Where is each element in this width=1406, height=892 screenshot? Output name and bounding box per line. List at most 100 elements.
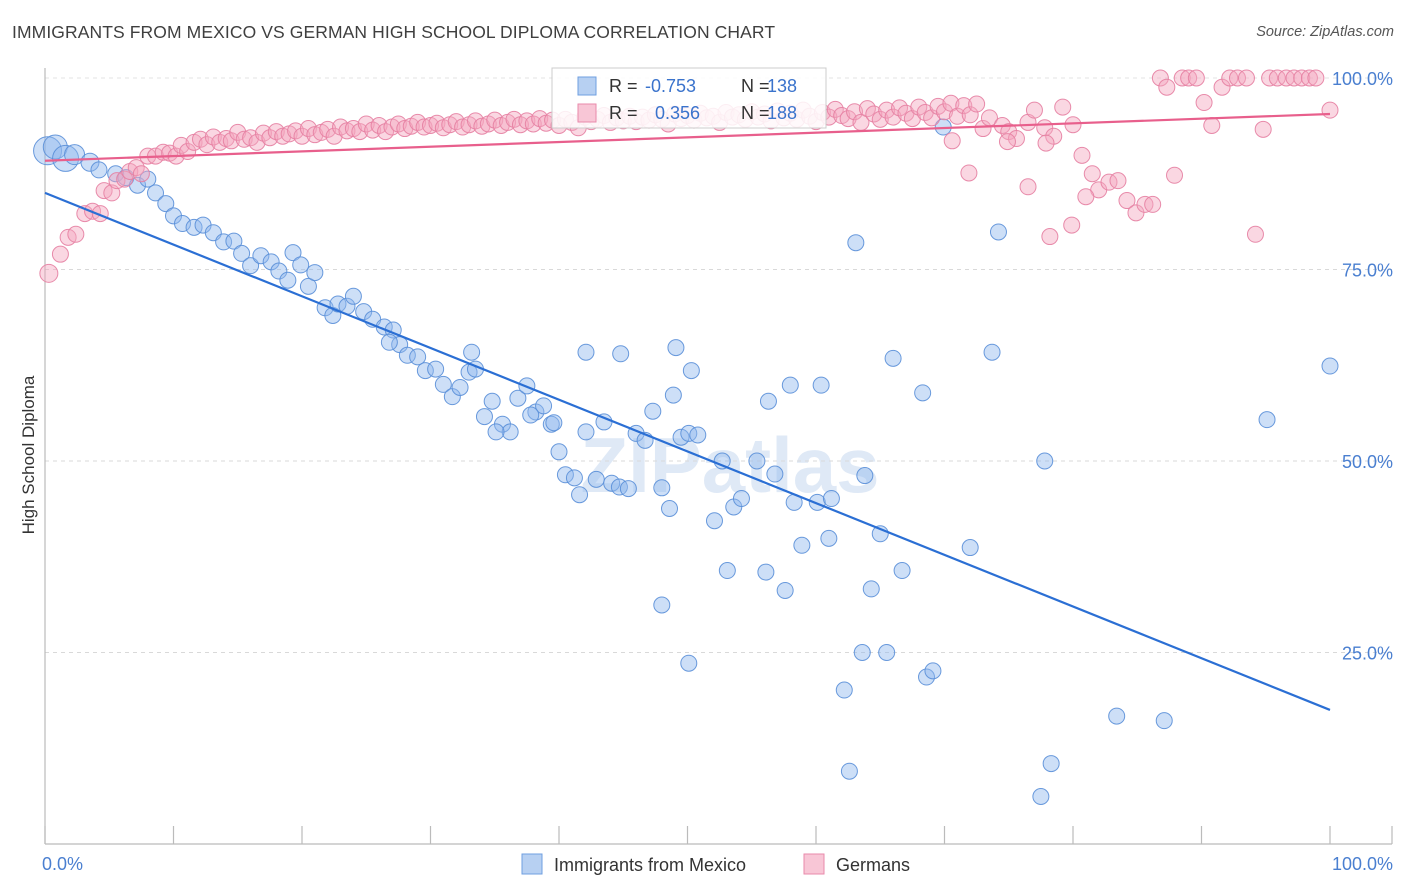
point-germans [1246,225,1264,243]
point-mexico [451,378,469,396]
point-mexico [542,415,560,433]
y-axis-title: High School Diploma [19,375,38,534]
point-mexico [680,424,698,442]
point-germans [1166,166,1184,184]
point-mexico [1108,707,1126,725]
point-germans [1083,165,1101,183]
point-mexico [284,244,302,262]
point-germans [878,101,896,119]
point-germans [948,107,966,125]
point-mexico [545,414,563,432]
point-mexico [299,277,317,295]
point-germans [1063,216,1081,234]
point-mexico [667,339,685,357]
point-germans [1064,116,1082,134]
point-mexico [989,223,1007,241]
point-germans [222,132,240,150]
point-mexico [644,402,662,420]
point-germans [1025,101,1043,119]
point-germans [1144,195,1162,213]
chart-title: IMMIGRANTS FROM MEXICO VS GERMAN HIGH SC… [12,22,776,42]
point-germans [968,95,986,113]
point-mexico [840,762,858,780]
point-germans [39,263,59,283]
point-germans [1203,116,1221,134]
point-mexico [914,384,932,402]
point-mexico [820,529,838,547]
point-germans [1037,134,1055,152]
point-germans [1100,173,1118,191]
legend-label-mexico[interactable]: Immigrants from Mexico [554,855,746,875]
point-mexico [344,287,362,305]
point-mexico [619,480,637,498]
point-mexico [434,375,452,393]
point-mexico [983,343,1001,361]
point-mexico [270,262,288,280]
point-germans [319,120,337,138]
point-mexico [682,362,700,380]
y-tick-label: 25.0% [1342,644,1393,664]
data-points [33,69,1339,806]
point-germans [1041,228,1059,246]
point-mexico [856,467,874,485]
point-mexico [1042,755,1060,773]
gridlines [45,77,1392,653]
x-tick-label-end: 100.0% [1332,854,1393,874]
axes [44,68,1393,845]
point-germans [1109,172,1127,190]
point-mexico [571,486,589,504]
point-germans [235,130,253,148]
point-mexico [757,563,775,581]
point-mexico [556,466,574,484]
watermark: ZIPatlas [580,421,879,509]
point-germans [415,118,433,136]
stats-r-value-mexico: -0.753 [645,76,696,96]
point-mexico [748,452,766,470]
point-mexico [664,386,682,404]
point-mexico [147,184,165,202]
point-mexico [862,580,880,598]
legend-swatch-germans[interactable] [803,853,825,875]
point-mexico [924,662,942,680]
point-mexico [1155,712,1173,730]
trend-lines [44,112,1331,711]
legend-label-germans[interactable]: Germans [836,855,910,875]
point-mexico [501,423,519,441]
point-germans [299,120,317,138]
legend-swatch-mexico[interactable] [521,853,543,875]
point-germans [229,123,247,141]
point-mexico [1036,452,1054,470]
point-mexico [603,474,621,492]
point-mexico [884,349,902,367]
point-germans [248,133,266,151]
point-mexico [33,136,63,166]
point-mexico [577,423,595,441]
point-mexico [252,247,270,265]
point-mexico [475,408,493,426]
point-germans [51,245,69,263]
point-mexico [1032,788,1050,806]
point-mexico [463,343,481,361]
point-germans [1118,192,1136,210]
point-mexico [242,257,260,275]
point-mexico [535,397,553,415]
point-mexico [225,232,243,250]
point-mexico [718,562,736,580]
point-germans [325,127,343,145]
point-mexico [793,536,811,554]
point-germans [839,110,857,128]
point-mexico [487,423,505,441]
point-germans [1321,101,1339,119]
point-mexico [427,360,445,378]
point-mexico [483,392,501,410]
point-mexico [107,165,125,183]
point-mexico [847,234,865,252]
point-mexico [409,348,427,366]
point-mexico [672,428,690,446]
trend-line-germans [44,112,1331,162]
point-mexico [380,333,398,351]
stats-swatch-germans [577,103,597,123]
point-mexico [279,271,297,289]
point-germans [1151,69,1169,87]
point-germans [422,116,439,134]
